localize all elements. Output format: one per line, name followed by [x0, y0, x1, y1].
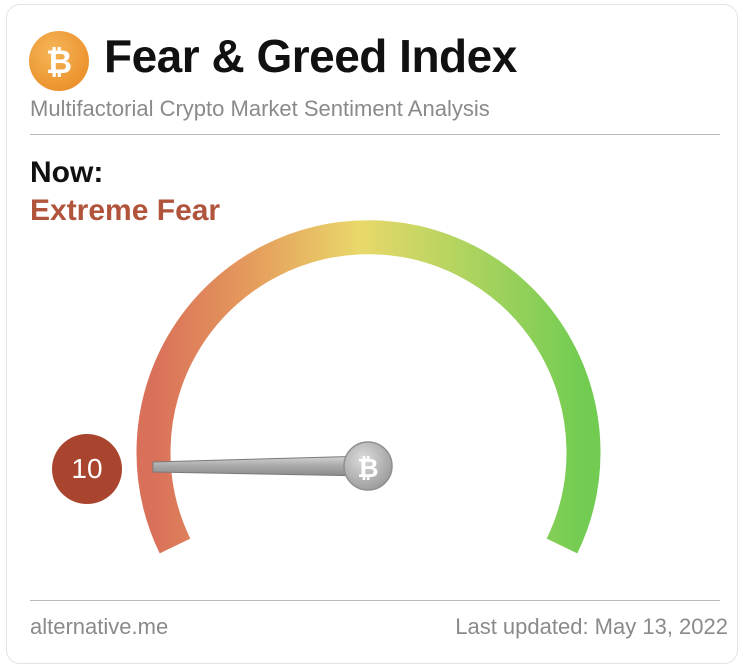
- footer-divider: [30, 600, 720, 601]
- header-divider: [30, 134, 720, 135]
- sentiment-status: Extreme Fear: [30, 194, 221, 227]
- index-value-badge: 10: [52, 434, 122, 504]
- gauge-arc: [136, 220, 601, 554]
- now-label: Now:: [30, 156, 104, 189]
- bitcoin-logo-icon: ₿: [29, 31, 89, 91]
- source-link[interactable]: alternative.me: [30, 614, 169, 639]
- gauge-hub: [343, 441, 393, 491]
- page-title: Fear & Greed Index: [104, 30, 517, 82]
- needle-bitcoin-icon: ₿: [357, 454, 378, 484]
- gauge-needle: [152, 455, 369, 477]
- page-subtitle: Multifactorial Crypto Market Sentiment A…: [30, 96, 490, 121]
- logo-symbol: ₿: [46, 43, 72, 81]
- last-updated: Last updated: May 13, 2022: [455, 614, 728, 639]
- fear-greed-card: [6, 4, 738, 664]
